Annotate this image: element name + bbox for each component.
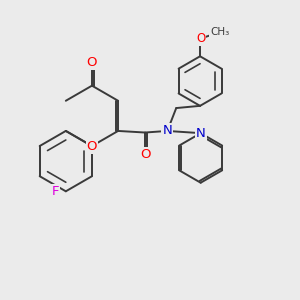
Text: O: O	[196, 32, 205, 45]
Text: O: O	[140, 148, 150, 161]
Text: F: F	[52, 185, 59, 198]
Text: CH₃: CH₃	[210, 28, 230, 38]
Text: N: N	[196, 127, 206, 140]
Text: N: N	[163, 124, 172, 137]
Text: O: O	[87, 140, 97, 152]
Text: O: O	[87, 56, 97, 69]
